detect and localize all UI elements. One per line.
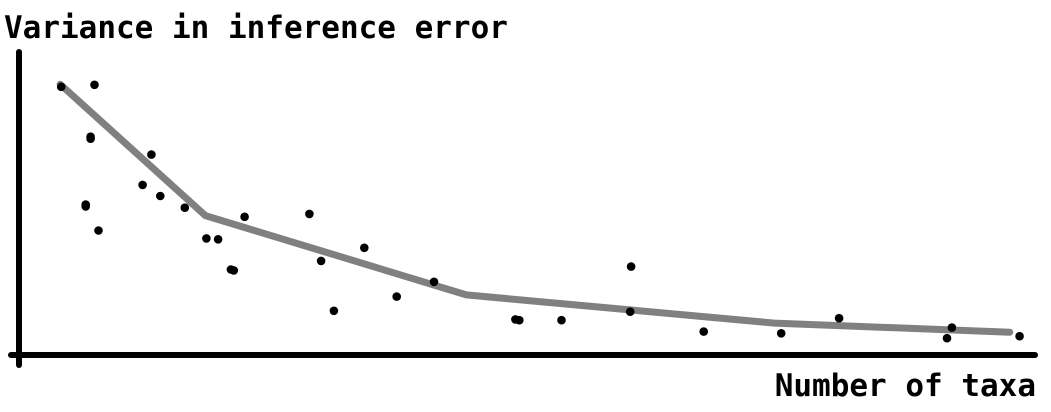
scatter-point — [180, 203, 190, 212]
scatter-point — [90, 80, 99, 90]
scatter-point — [429, 277, 439, 287]
scatter-point — [834, 313, 844, 323]
scatter-point — [147, 150, 156, 159]
trend-line — [56, 80, 1014, 336]
scatter-point — [56, 82, 66, 92]
scatter-point — [392, 292, 402, 301]
scatter-point — [94, 226, 103, 235]
scatter-point — [138, 180, 147, 190]
scatter-point — [776, 329, 786, 338]
scatter-point — [557, 315, 566, 325]
scatter-point — [305, 209, 314, 219]
scatter-point — [156, 191, 165, 201]
scatter-point — [213, 235, 223, 244]
scatter-point — [81, 200, 90, 209]
scatter-point — [240, 212, 249, 222]
scatter-point — [229, 266, 239, 275]
scatter-point — [625, 307, 635, 317]
scatter-point — [316, 256, 326, 266]
scatter-point — [942, 333, 952, 343]
scatter-point — [947, 323, 957, 332]
axes — [8, 49, 1038, 368]
scatter-point — [202, 234, 211, 243]
scatter-point — [329, 306, 339, 316]
y-axis-title: Variance in inference error — [4, 10, 508, 46]
points-layer — [56, 80, 1024, 343]
scatter-point — [515, 315, 524, 325]
trend-layer — [56, 80, 1014, 336]
scatter-point — [1015, 331, 1024, 341]
scatter-point — [360, 243, 369, 253]
scatter-point — [626, 262, 636, 271]
scatter-point — [699, 327, 708, 336]
scatter-point — [86, 134, 95, 143]
x-axis-title: Number of taxa — [775, 368, 1036, 404]
